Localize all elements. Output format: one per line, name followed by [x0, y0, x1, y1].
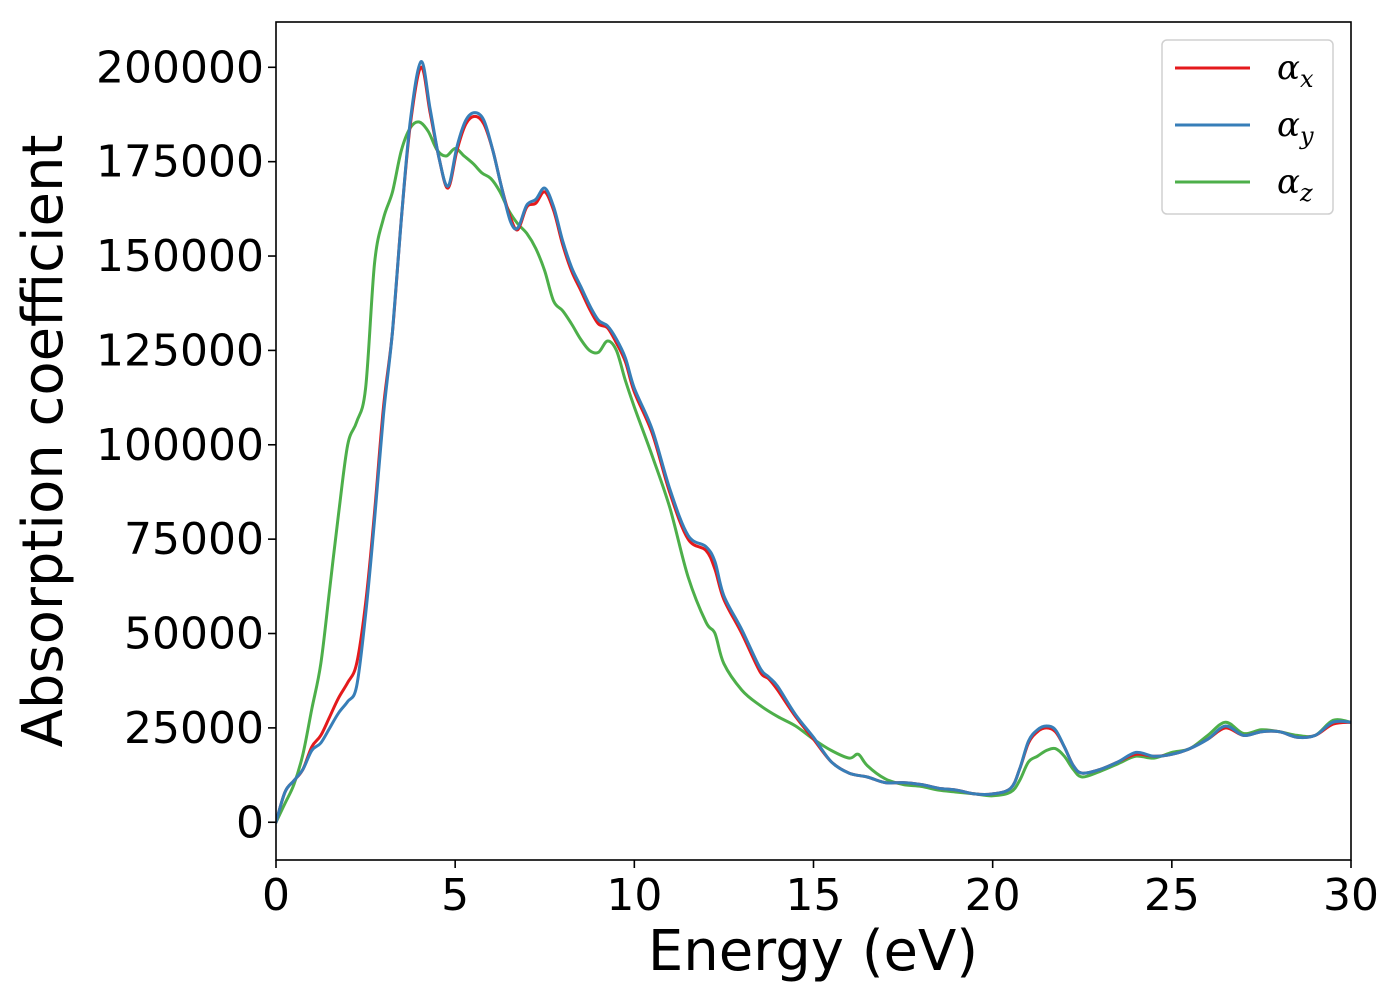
y-tick-label: 200000 [96, 42, 264, 93]
x-axis-title: Energy (eV) [648, 919, 978, 984]
y-tick-label: 125000 [96, 325, 264, 376]
legend: αx αy αz [1161, 39, 1334, 215]
x-tick-label: 25 [1144, 870, 1200, 921]
y-tick-label: 175000 [96, 137, 264, 188]
legend-label-x: αx [1277, 48, 1314, 93]
x-tick-label: 30 [1323, 870, 1379, 921]
y-axis-title: Absorption coefficient [11, 135, 76, 748]
y-tick-label: 75000 [124, 514, 264, 565]
legend-label-y: αy [1277, 105, 1314, 150]
x-tick-label: 0 [262, 870, 290, 921]
y-tick-label: 50000 [124, 609, 264, 660]
y-tick-label: 100000 [96, 420, 264, 471]
y-tick-label: 0 [236, 797, 264, 848]
x-tick-label: 10 [606, 870, 662, 921]
series-line-y [276, 60, 1351, 824]
x-tick-label: 5 [441, 870, 469, 921]
y-tick-label: 25000 [124, 703, 264, 754]
series-line-z [276, 120, 1351, 824]
x-tick-label: 20 [965, 870, 1021, 921]
legend-box [1161, 39, 1334, 215]
legend-label-z: αz [1277, 162, 1313, 207]
y-tick-label: 150000 [96, 231, 264, 282]
x-tick-label: 15 [786, 870, 842, 921]
